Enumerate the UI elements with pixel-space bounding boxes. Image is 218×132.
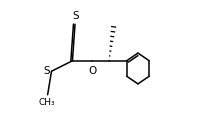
Text: CH₃: CH₃: [39, 98, 55, 107]
Text: S: S: [43, 66, 50, 76]
Text: S: S: [72, 11, 79, 21]
Text: O: O: [88, 66, 96, 76]
